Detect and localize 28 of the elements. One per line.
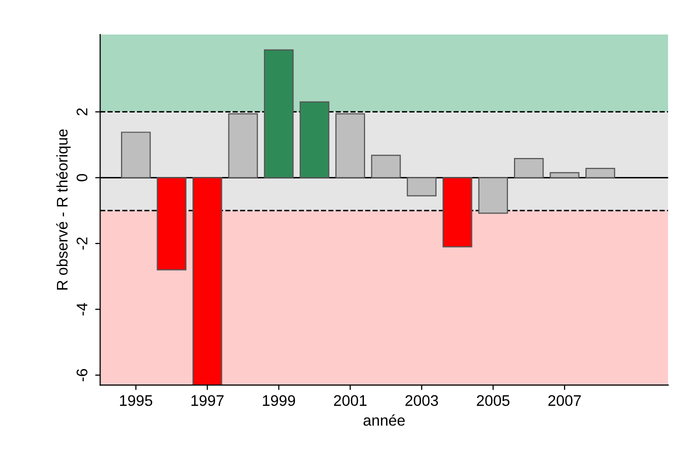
bar [371, 154, 401, 178]
bar [264, 49, 294, 178]
bar [121, 132, 151, 178]
x-tick-label: 2003 [405, 395, 438, 406]
bar [300, 101, 330, 178]
x-tick-label: 2007 [548, 395, 581, 406]
y-tick-label: 2 [76, 108, 88, 116]
x-tick-label: 1995 [120, 395, 152, 406]
bar [442, 177, 472, 248]
bar [478, 177, 508, 214]
bar [192, 177, 222, 386]
y-tick-label: 0 [76, 174, 88, 182]
bar [228, 113, 258, 178]
bar [335, 113, 366, 178]
y-tick-label: -4 [76, 302, 88, 316]
bar [585, 168, 616, 178]
x-tick-label: 1999 [262, 395, 296, 406]
bar [406, 177, 437, 196]
bar [156, 177, 186, 270]
y-axis-title: R observé - R théorique [56, 129, 71, 290]
y-tick-label: -2 [76, 237, 88, 250]
x-tick-label: 1997 [192, 395, 224, 406]
x-tick-label: 2001 [334, 395, 366, 406]
bar [514, 158, 544, 178]
bar [550, 172, 580, 178]
y-tick-label: -6 [76, 369, 88, 382]
x-tick-label: 2005 [476, 395, 510, 406]
x-axis-title: année [364, 414, 405, 426]
